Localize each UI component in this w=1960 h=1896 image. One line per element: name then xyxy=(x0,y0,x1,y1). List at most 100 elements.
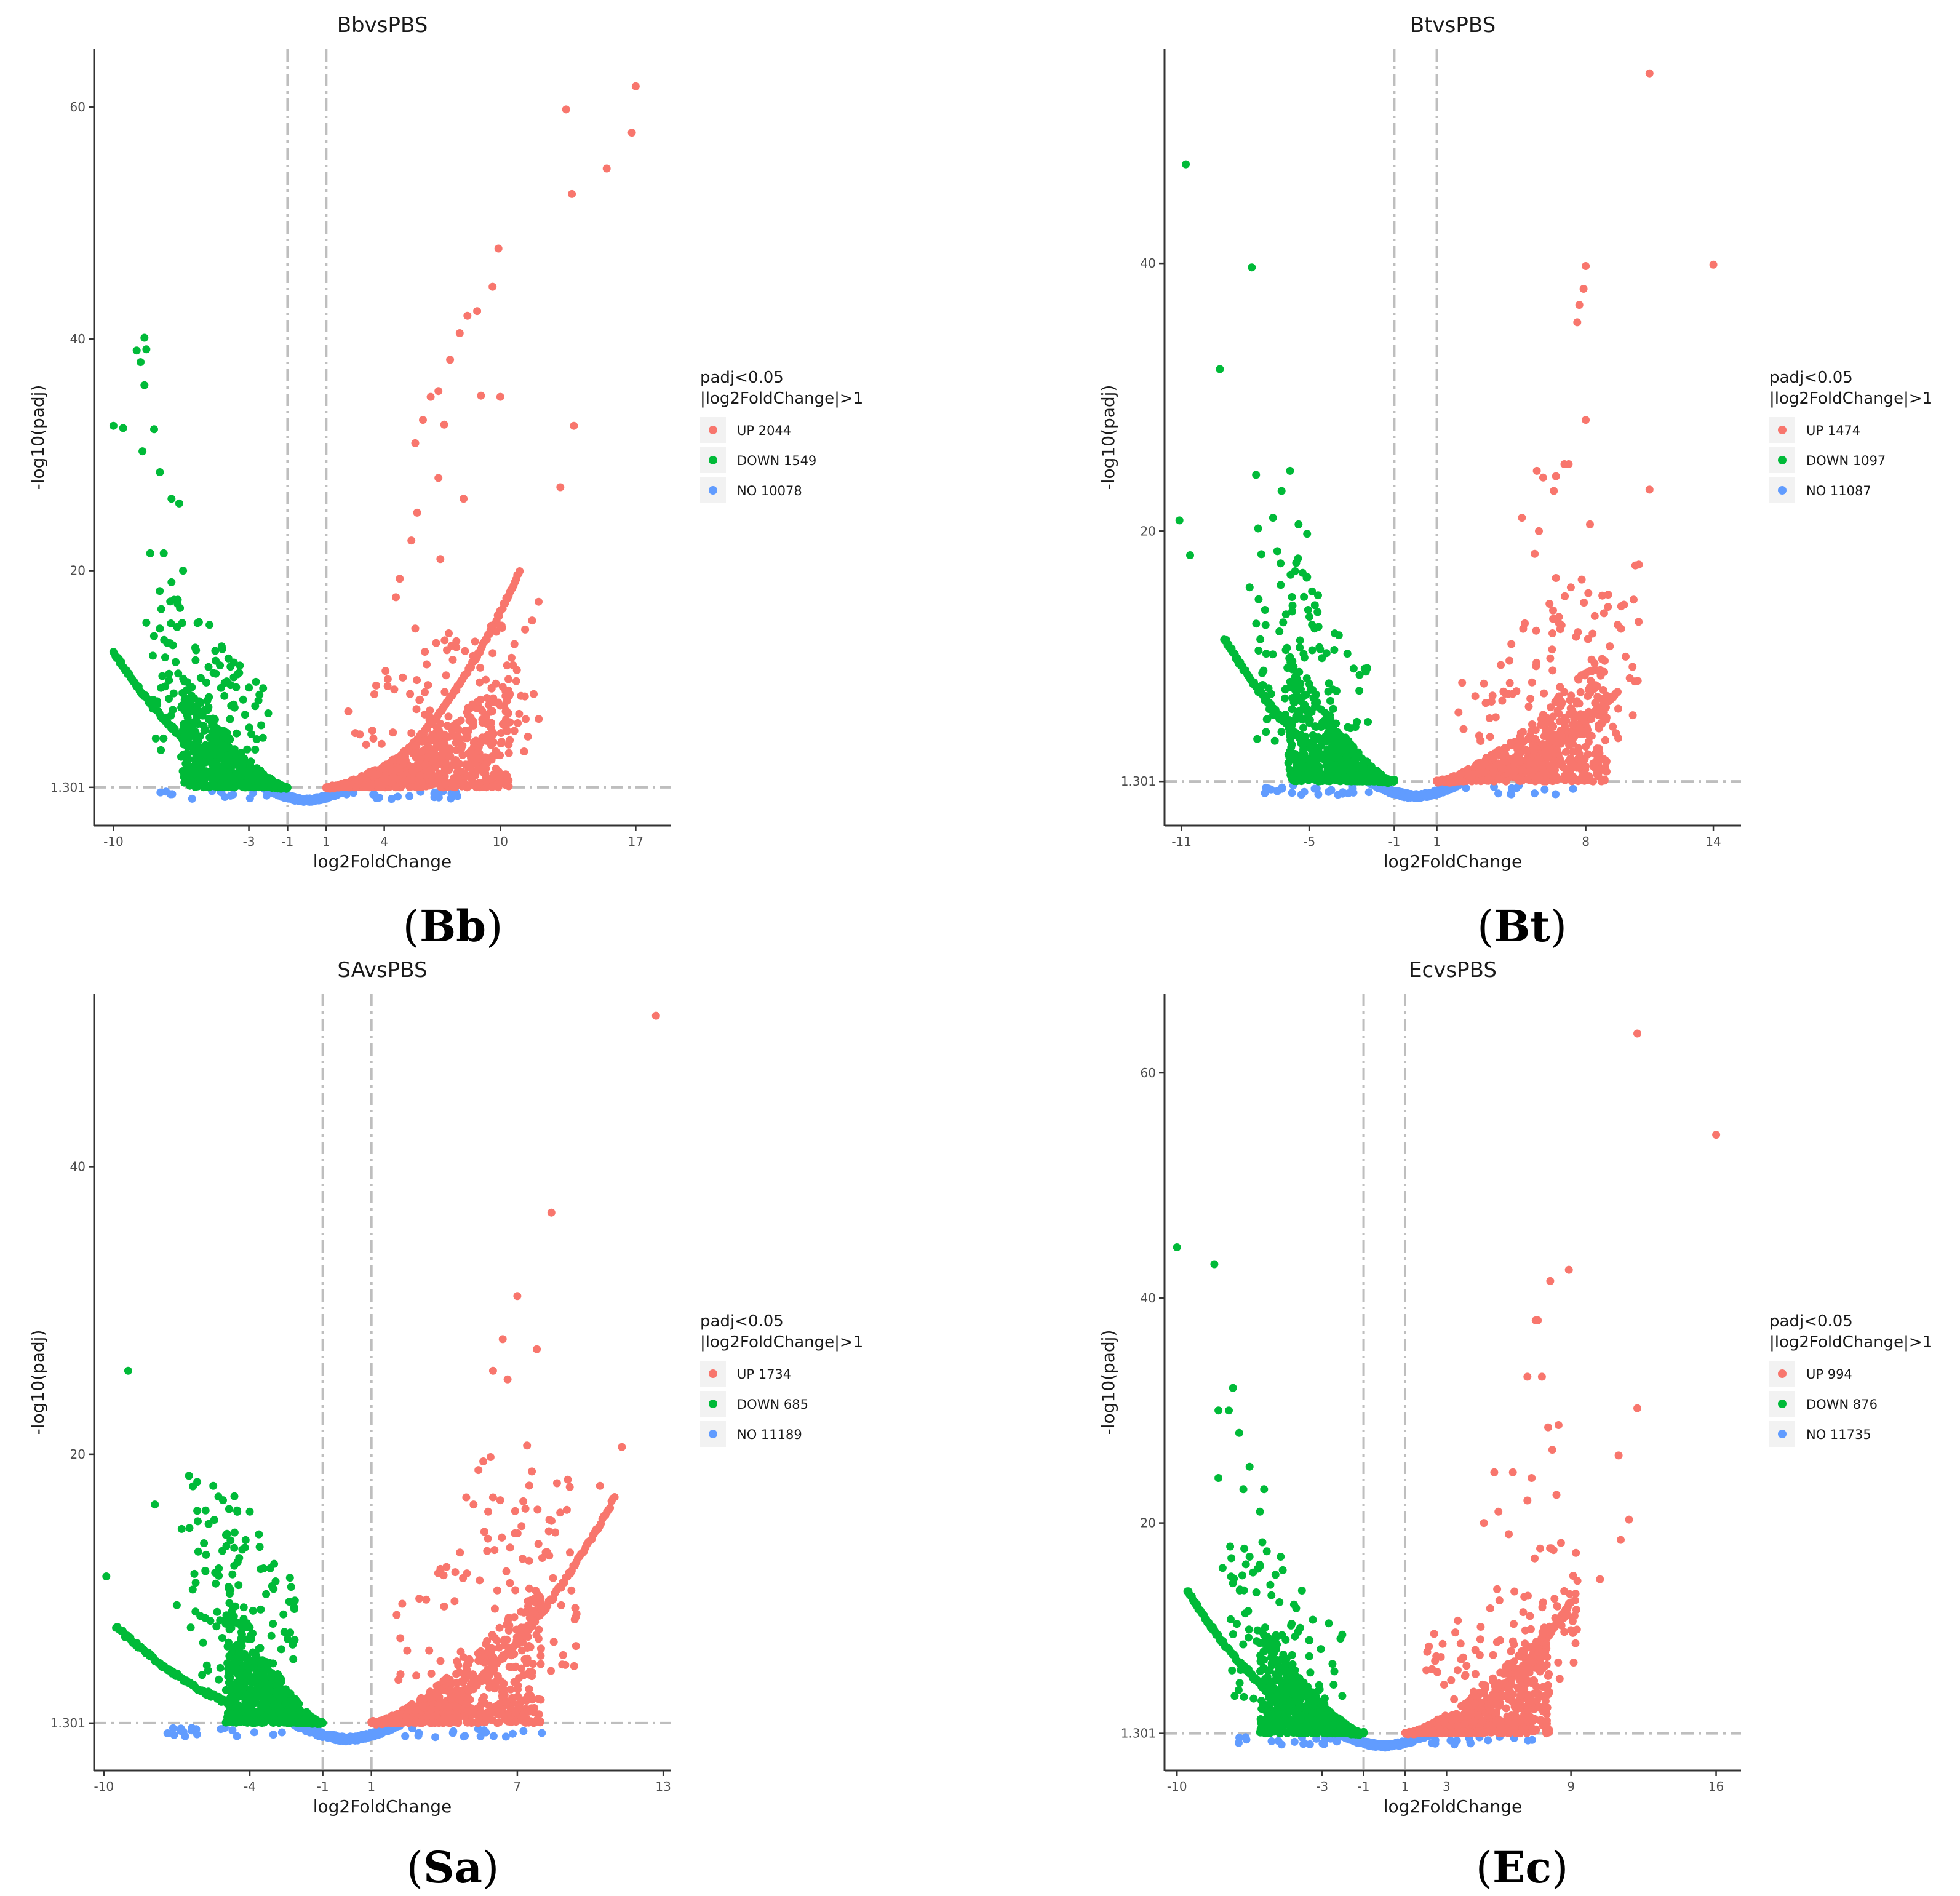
point-no xyxy=(1507,790,1516,799)
point-down xyxy=(1259,666,1268,675)
point-up xyxy=(404,747,413,755)
point-no xyxy=(277,1728,286,1737)
point-up xyxy=(488,282,497,291)
point-up xyxy=(1562,716,1571,725)
point-down xyxy=(149,632,158,640)
point-up xyxy=(1709,260,1718,269)
point-down xyxy=(190,694,199,703)
point-no xyxy=(461,1732,469,1740)
point-down xyxy=(1283,664,1292,672)
point-up xyxy=(1489,765,1498,773)
panel-title: BtvsPBS xyxy=(1410,13,1496,38)
point-up xyxy=(494,783,503,792)
point-down xyxy=(209,759,218,768)
point-up xyxy=(1601,736,1609,744)
point-up xyxy=(443,722,452,730)
point-up xyxy=(1550,730,1559,739)
point-down xyxy=(182,774,191,783)
x-axis-title: log2FoldChange xyxy=(313,851,452,872)
point-up xyxy=(503,688,512,696)
point-up xyxy=(439,749,448,757)
point-down xyxy=(1317,722,1325,731)
point-up xyxy=(428,777,436,786)
point-down xyxy=(1312,690,1320,699)
point-no xyxy=(1288,789,1296,797)
point-down xyxy=(245,723,253,732)
point-down xyxy=(252,677,260,686)
point-no xyxy=(342,790,351,799)
point-down xyxy=(226,772,234,781)
points-group xyxy=(102,1011,660,1746)
point-down xyxy=(157,746,165,754)
point-down xyxy=(226,663,235,671)
point-up xyxy=(494,244,503,253)
point-down xyxy=(1342,752,1351,760)
point-up xyxy=(487,621,495,630)
point-up xyxy=(517,691,525,700)
point-up xyxy=(1635,618,1643,626)
point-no xyxy=(1392,787,1401,796)
point-down xyxy=(1175,516,1184,525)
point-up xyxy=(442,671,450,680)
point-up xyxy=(1548,666,1557,675)
point-down xyxy=(1257,550,1265,559)
point-down xyxy=(218,766,227,775)
point-down xyxy=(220,728,228,736)
point-down xyxy=(178,701,186,710)
point-up xyxy=(368,727,376,735)
point-down xyxy=(226,681,235,690)
point-up xyxy=(344,707,353,715)
point-up xyxy=(1588,629,1597,638)
point-down xyxy=(204,781,213,790)
point-no xyxy=(388,795,396,803)
point-down xyxy=(1287,748,1296,757)
point-down xyxy=(1300,592,1309,601)
legend-label-up: UP 1474 xyxy=(1806,423,1860,438)
point-down xyxy=(146,549,154,557)
point-up xyxy=(1576,730,1584,738)
point-down xyxy=(238,769,246,778)
point-up xyxy=(1501,690,1510,698)
x-tick-label: -10 xyxy=(103,834,124,849)
point-down xyxy=(1297,759,1306,767)
point-down xyxy=(1283,643,1291,652)
point-down xyxy=(190,717,199,726)
point-up xyxy=(1548,629,1556,637)
point-up xyxy=(1528,678,1536,687)
point-down xyxy=(159,549,168,557)
point-up xyxy=(498,720,507,728)
point-up xyxy=(631,82,640,90)
point-no xyxy=(1531,789,1539,798)
point-up xyxy=(1512,773,1520,782)
point-up xyxy=(1592,748,1601,757)
point-no xyxy=(1410,792,1419,800)
point-up xyxy=(412,741,420,750)
point-down xyxy=(205,621,214,629)
point-up xyxy=(524,732,532,741)
point-up xyxy=(421,648,429,656)
point-down xyxy=(157,605,165,613)
x-tick-label: -1 xyxy=(1388,834,1400,849)
point-up xyxy=(1480,759,1489,767)
panel-caption: (Bb) xyxy=(403,901,503,952)
point-up xyxy=(1524,703,1533,711)
point-up xyxy=(1537,761,1546,770)
point-down xyxy=(137,358,145,367)
point-no xyxy=(431,1733,440,1742)
point-down xyxy=(1254,524,1262,533)
point-up xyxy=(1531,777,1540,786)
point-no xyxy=(166,790,175,799)
point-down xyxy=(264,709,273,717)
point-up xyxy=(1602,703,1610,712)
point-down xyxy=(1254,595,1263,603)
point-up xyxy=(1532,466,1541,475)
point-no xyxy=(1338,789,1347,798)
point-down xyxy=(217,642,226,651)
point-down xyxy=(1343,650,1352,658)
point-up xyxy=(1532,662,1540,671)
point-no xyxy=(1325,787,1333,796)
point-up xyxy=(1633,677,1642,685)
point-down xyxy=(1288,607,1296,616)
point-down xyxy=(220,691,229,700)
x-tick-label: 10 xyxy=(493,834,508,849)
